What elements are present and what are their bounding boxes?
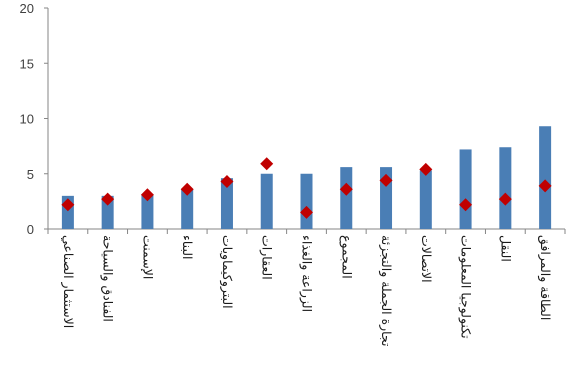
category-label: المجموع (338, 235, 354, 279)
bar (300, 173, 313, 229)
bar (61, 195, 74, 229)
bar (141, 194, 154, 229)
category-label: الزراعة والغذاء (299, 235, 315, 312)
diamond-marker (61, 198, 75, 212)
category-label: النقل (498, 235, 513, 262)
bar (220, 178, 233, 229)
bar (539, 126, 552, 229)
category-label: البتروكيماويات (219, 235, 235, 309)
category-label: العقارات (259, 235, 275, 280)
category-label: تجارة الجملة والتجزئة (378, 235, 394, 347)
diamond-marker (140, 188, 154, 202)
bar (340, 167, 353, 229)
bar (419, 170, 432, 229)
y-tick-label: 15 (20, 56, 34, 71)
diamond-marker (300, 205, 313, 219)
y-tick-label: 0 (27, 222, 34, 237)
diamond-marker (419, 162, 433, 176)
category-label: الفنادق والسياحة (100, 235, 116, 322)
bar (459, 149, 472, 229)
diamond-marker (538, 179, 552, 193)
category-label: البناء (180, 235, 195, 260)
bar-series (61, 126, 552, 229)
diamond-marker (180, 182, 194, 196)
diamond-marker (260, 157, 274, 171)
bar (260, 173, 273, 229)
y-tick-label: 10 (20, 112, 34, 127)
y-tick-label: 20 (20, 1, 34, 16)
diamond-marker (101, 192, 115, 206)
x-axis (47, 228, 566, 234)
category-labels: الاستثمار الصناعي الفنادق والسياحة الإسمنت… (60, 235, 553, 347)
bar (499, 147, 512, 229)
y-axis: 0 5 10 15 20 (20, 1, 49, 237)
marker-series (61, 157, 552, 219)
category-label: الإسمنت (140, 235, 155, 279)
diamond-marker (498, 192, 512, 206)
category-label: الاستثمار الصناعي (60, 235, 76, 328)
bar (101, 195, 114, 229)
diamond-marker (379, 173, 393, 187)
category-label: تكنولوجيا المعلومات (458, 235, 474, 339)
diamond-marker (459, 198, 473, 212)
bar (181, 189, 194, 229)
diamond-marker (339, 182, 353, 196)
y-tick-label: 5 (27, 167, 34, 182)
diamond-marker (220, 174, 234, 188)
category-label: الطاقة والمرافق (537, 235, 553, 320)
category-label: الاتصالات (419, 235, 434, 283)
